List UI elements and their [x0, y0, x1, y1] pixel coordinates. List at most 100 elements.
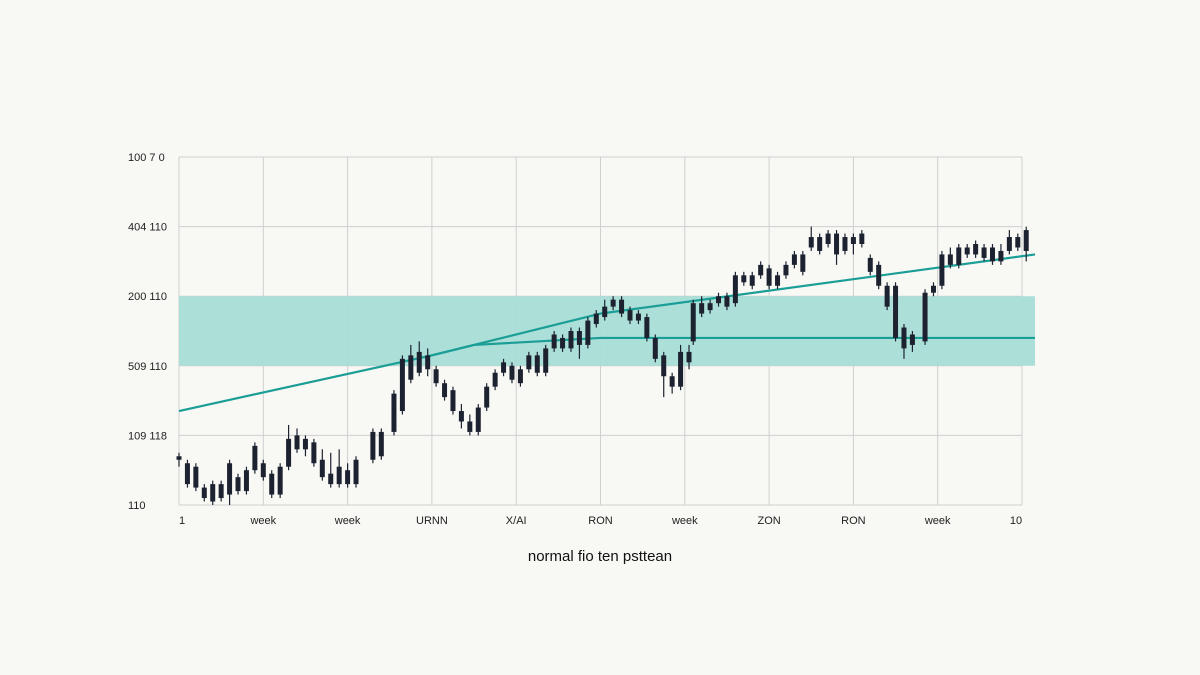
candle-body: [218, 484, 224, 499]
candle-body: [294, 435, 300, 450]
candle: [484, 383, 490, 412]
candle: [850, 233, 856, 255]
candle-body: [252, 445, 258, 471]
candle: [775, 271, 781, 290]
trend-line-2: [423, 336, 1035, 359]
candle-body: [1023, 230, 1029, 251]
candle-body: [534, 355, 540, 373]
candle-body: [345, 470, 351, 485]
candle-body: [399, 358, 405, 412]
candle: [353, 456, 359, 488]
candle: [842, 233, 848, 255]
candle-body: [467, 421, 473, 432]
candle: [964, 244, 970, 258]
trend-line-1: [178, 253, 1036, 413]
candle: [534, 351, 540, 377]
candle-body: [817, 237, 823, 251]
candle-body: [922, 292, 928, 342]
x-tick-label: X/AI: [506, 515, 527, 527]
candle: [370, 428, 376, 464]
candle: [509, 362, 515, 384]
candle-body: [286, 438, 292, 467]
candle: [661, 351, 667, 398]
candle: [269, 470, 275, 499]
candle-body: [560, 337, 566, 349]
candle: [227, 459, 233, 505]
candle-body: [947, 254, 953, 265]
candle-body: [311, 442, 317, 464]
candle: [501, 358, 507, 377]
candle: [593, 310, 599, 328]
candle-body: [901, 327, 907, 349]
candle-body: [193, 466, 199, 488]
candle: [517, 365, 523, 387]
candle-body: [551, 334, 557, 349]
candle-body: [939, 254, 945, 286]
candle-body: [442, 383, 448, 398]
candle: [235, 473, 241, 495]
candle: [644, 313, 650, 342]
candle-body: [602, 306, 608, 318]
candle: [808, 226, 814, 251]
x-axis-ticks: 1 week week URNN X/AI RON week ZON RON week 10: [179, 515, 1022, 527]
candles: [176, 226, 1029, 505]
candle: [627, 306, 633, 325]
candle-body: [475, 407, 481, 432]
candle: [707, 299, 713, 314]
y-tick-label: 110: [128, 500, 146, 512]
candle: [243, 466, 249, 495]
y-tick-label: 109 118: [128, 430, 167, 442]
x-tick-label: 10: [1010, 515, 1022, 527]
candle-body: [260, 463, 266, 478]
candle: [602, 299, 608, 321]
candle-body: [981, 247, 987, 258]
candle: [576, 327, 582, 359]
candle: [336, 449, 342, 488]
candle: [867, 254, 873, 276]
candle: [834, 230, 840, 265]
candle-body: [408, 355, 414, 380]
candle: [724, 292, 730, 311]
candle-body: [859, 233, 865, 244]
candle: [378, 428, 384, 460]
candle-body: [517, 369, 523, 384]
candle: [619, 296, 625, 318]
candle-body: [741, 275, 747, 283]
candle-body: [876, 264, 882, 286]
candle-body: [825, 233, 831, 244]
candle: [492, 369, 498, 391]
x-tick-label: RON: [588, 515, 613, 527]
candle-body: [526, 355, 532, 370]
candle: [686, 344, 692, 370]
candle: [585, 317, 591, 349]
candle-body: [576, 331, 582, 345]
candle-body: [909, 334, 915, 345]
candle: [930, 282, 936, 297]
candle-body: [492, 372, 498, 387]
candle: [859, 230, 865, 248]
candle-body: [678, 351, 684, 387]
candle: [783, 261, 789, 279]
candle: [210, 480, 216, 505]
candle: [901, 324, 907, 359]
candle: [973, 240, 979, 258]
candle-body: [732, 275, 738, 304]
candle: [1023, 226, 1029, 262]
candle: [749, 271, 755, 290]
candle: [433, 365, 439, 387]
candle-body: [269, 473, 275, 495]
candle: [408, 344, 414, 384]
candle-body: [627, 310, 633, 321]
candle: [302, 435, 308, 457]
candle: [442, 379, 448, 401]
candle: [922, 289, 928, 345]
candle-body: [235, 477, 241, 492]
candle: [260, 459, 266, 481]
candle: [568, 327, 574, 352]
candle: [947, 247, 953, 269]
candle: [909, 331, 915, 352]
candle-body: [425, 355, 431, 370]
candle-body: [775, 275, 781, 286]
